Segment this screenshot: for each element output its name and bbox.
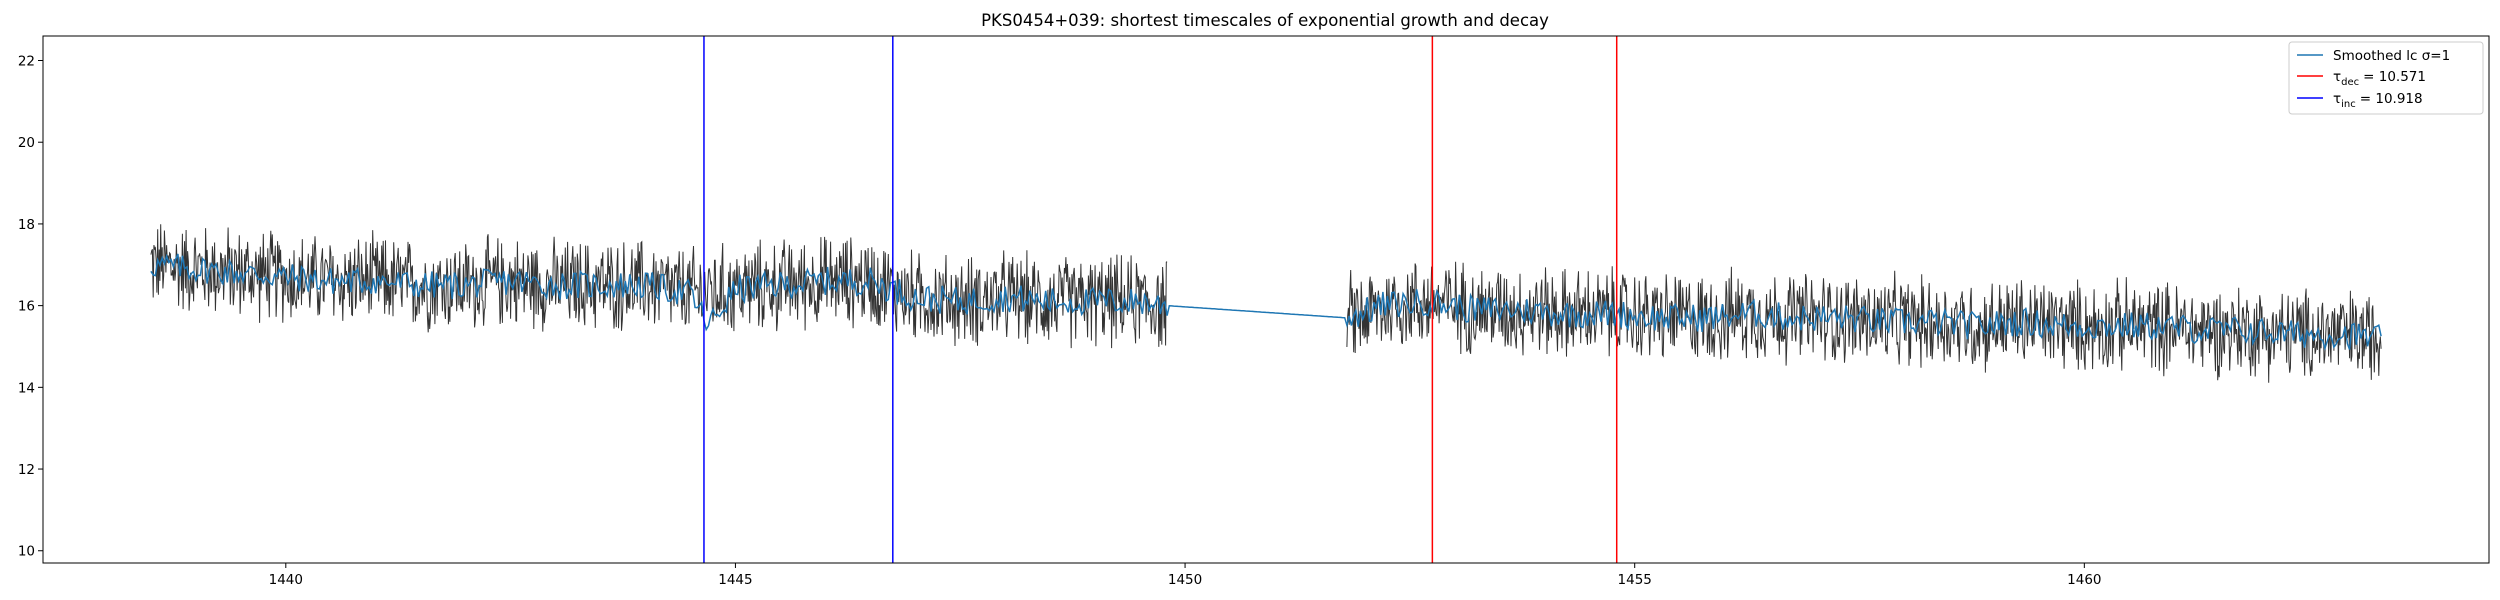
legend-dec-subscript: dec — [2341, 77, 2359, 88]
raw-lc-segment-1 — [1346, 261, 2382, 383]
y-tick-label-22: 22 — [18, 54, 35, 70]
smoothed-lc-line — [150, 253, 2382, 351]
raw-lc-segment-0 — [150, 224, 1168, 349]
legend-label-smoothed: Smoothed lc σ=1 — [2333, 48, 2450, 64]
legend-dec-value: = 10.571 — [2363, 69, 2426, 85]
legend-label-dec: τdec = 10.571 — [2333, 69, 2426, 88]
x-tick-label-1445: 1445 — [718, 572, 752, 588]
smoothed-light-curve — [150, 253, 2382, 351]
y-axis-ticks: 10 12 14 16 18 20 22 — [18, 54, 43, 560]
legend-label-inc: τinc = 10.918 — [2333, 91, 2423, 110]
chart-title: PKS0454+039: shortest timescales of expo… — [981, 11, 1549, 30]
plot-area — [150, 36, 2382, 563]
legend: Smoothed lc σ=1 τdec = 10.571 τinc = 10.91… — [2288, 41, 2484, 115]
x-tick-label-1455: 1455 — [1618, 572, 1652, 588]
y-tick-label-14: 14 — [18, 380, 35, 396]
legend-inc-symbol: τ — [2333, 91, 2341, 107]
legend-inc-value: = 10.918 — [2360, 91, 2423, 107]
x-tick-label-1450: 1450 — [1168, 572, 1202, 588]
x-tick-label-1460: 1460 — [2067, 572, 2101, 588]
timescale-lines — [703, 36, 1618, 563]
legend-dec-symbol: τ — [2333, 69, 2341, 85]
x-tick-label-1440: 1440 — [269, 572, 303, 588]
x-axis-ticks: 1440 1445 1450 1455 1460 — [269, 563, 2102, 588]
y-tick-label-10: 10 — [18, 544, 35, 560]
legend-inc-subscript: inc — [2341, 99, 2356, 110]
y-tick-label-12: 12 — [18, 462, 35, 478]
y-tick-label-16: 16 — [18, 299, 35, 315]
y-tick-label-18: 18 — [18, 217, 35, 233]
legend-box — [2288, 41, 2484, 115]
raw-light-curve — [150, 224, 2382, 383]
axes-frame — [42, 35, 2490, 564]
y-tick-label-20: 20 — [18, 135, 35, 151]
